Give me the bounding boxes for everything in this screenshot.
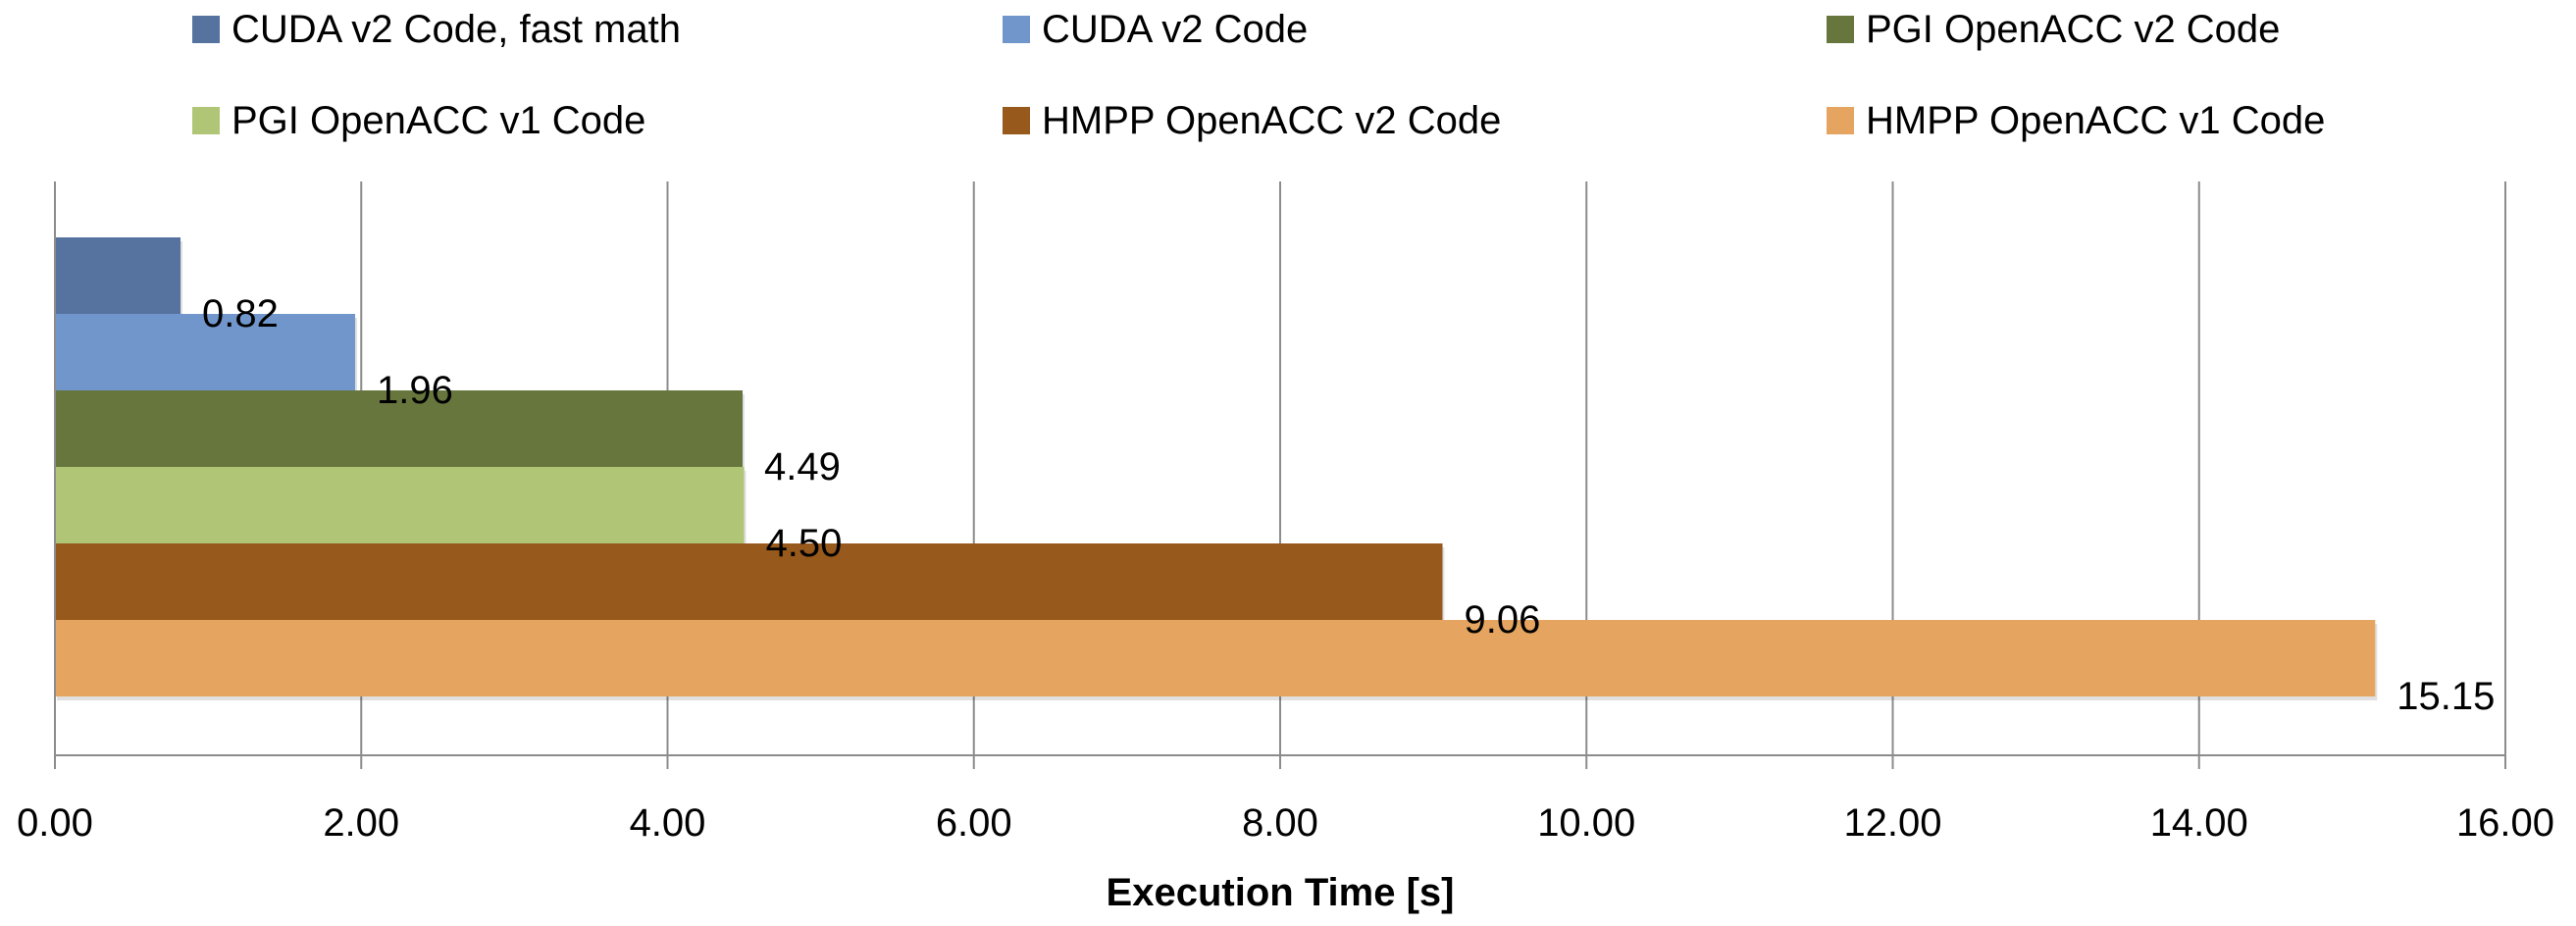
bar (55, 620, 2376, 696)
legend-swatch (1827, 16, 1854, 43)
bar (55, 237, 181, 314)
legend-swatch (1003, 16, 1030, 43)
x-tick-label: 14.00 (2150, 801, 2248, 845)
bar-value-label: 1.96 (377, 369, 453, 412)
x-tick-label: 2.00 (323, 801, 399, 845)
bar-value-label: 4.49 (764, 445, 841, 489)
x-axis (54, 181, 2506, 769)
legend-swatch (1003, 107, 1030, 134)
bar (55, 467, 745, 543)
x-tick-label: 6.00 (936, 801, 1012, 845)
legend-label: CUDA v2 Code (1042, 8, 1308, 51)
legend-swatch (192, 107, 220, 134)
value-labels: 0.82 1.96 4.49 4.50 9.06 15.15 (202, 292, 2495, 718)
gridlines (360, 181, 2506, 755)
legend-swatch (192, 16, 220, 43)
bar-value-label: 15.15 (2396, 675, 2495, 718)
legend-label: CUDA v2 Code, fast math (232, 8, 681, 51)
x-tick-label: 0.00 (17, 801, 93, 845)
legend-label: PGI OpenACC v1 Code (232, 99, 645, 142)
x-tick-label: 12.00 (1843, 801, 1941, 845)
x-tick-label: 10.00 (1537, 801, 1635, 845)
bar (55, 390, 744, 467)
bar (55, 314, 356, 390)
bar-value-label: 0.82 (202, 292, 279, 335)
legend-label: HMPP OpenACC v1 Code (1866, 99, 2325, 142)
legend: CUDA v2 Code, fast math CUDA v2 Code PGI O… (192, 8, 2325, 142)
bars (55, 237, 2378, 700)
x-tick-labels: 0.00 2.00 4.00 6.00 8.00 10.00 12.00 14.00 16.00 (17, 801, 2554, 845)
bar-value-label: 4.50 (766, 522, 843, 565)
x-tick-label: 8.00 (1242, 801, 1318, 845)
legend-label: HMPP OpenACC v2 Code (1042, 99, 1501, 142)
x-tick-label: 4.00 (630, 801, 706, 845)
legend-swatch (1827, 107, 1854, 134)
legend-label: PGI OpenACC v2 Code (1866, 8, 2280, 51)
x-tick-label: 16.00 (2456, 801, 2554, 845)
x-axis-title: Execution Time [s] (1107, 871, 1455, 914)
bar (55, 543, 1443, 620)
bar-value-label: 9.06 (1464, 598, 1540, 642)
